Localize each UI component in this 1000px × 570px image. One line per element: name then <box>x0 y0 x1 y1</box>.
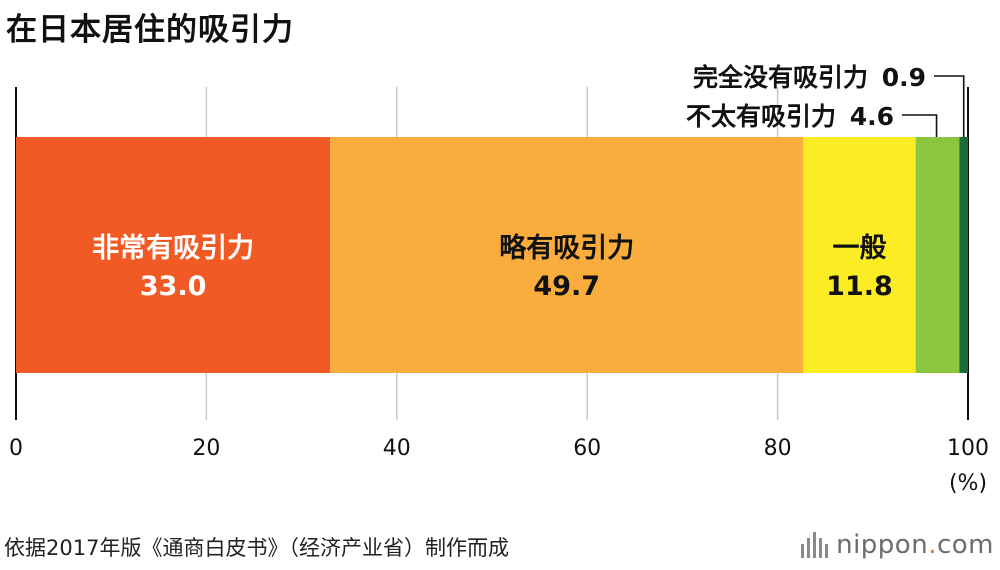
callout-name-label-5: 完全没有吸引力 <box>693 63 868 92</box>
segment-name-label-3: 一般 <box>832 232 886 264</box>
x-unit-label: (%) <box>949 471 987 496</box>
callout-name-label-4: 不太有吸引力 <box>686 102 836 131</box>
bar-segment-3 <box>803 137 916 373</box>
x-tick-label-80: 80 <box>764 436 792 461</box>
stacked-bar-chart: 非常有吸引力 33.0 略有吸引力 49.7 一般 11.8 0 20 40 60 80 100 (%… <box>9 63 989 496</box>
bar-segment-1 <box>16 137 331 373</box>
segment-name-label-1: 非常有吸引力 <box>92 233 254 264</box>
x-tick-label-60: 60 <box>573 436 601 461</box>
x-tick-label-0: 0 <box>9 436 23 461</box>
bar-segment-5 <box>959 137 968 373</box>
callout-leader-4 <box>902 114 938 137</box>
chart-title: 在日本居住的吸引力 <box>6 12 294 48</box>
segment-value-label-2: 49.7 <box>533 271 600 302</box>
segment-value-label-3: 11.8 <box>826 271 893 302</box>
x-tick-label-40: 40 <box>383 436 411 461</box>
callout-value-label-4: 4.6 <box>850 102 894 131</box>
segment-value-label-1: 33.0 <box>140 271 207 302</box>
logo-mark-icon <box>801 532 829 558</box>
source-note: 依据2017年版《通商白皮书》（经济产业省）制作而成 <box>4 536 509 560</box>
segment-name-label-2: 略有吸引力 <box>499 232 634 264</box>
callout-value-label-5: 0.9 <box>882 63 926 92</box>
x-tick-label-20: 20 <box>192 436 220 461</box>
bar-segment-2 <box>330 137 804 373</box>
bar-segment-4 <box>915 137 960 373</box>
x-tick-label-100: 100 <box>947 436 989 461</box>
callout-leader-5 <box>934 75 965 137</box>
nippon-logo: nippon.com <box>801 530 994 560</box>
